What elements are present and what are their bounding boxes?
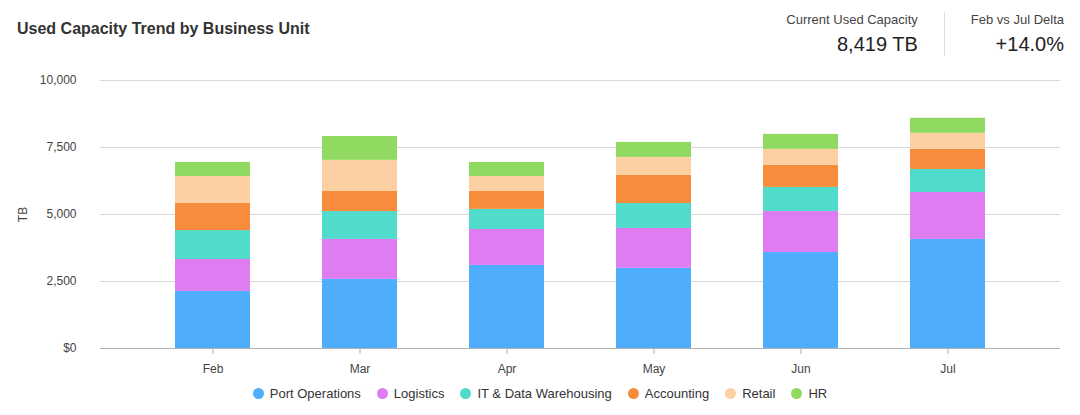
- svg-text:Feb: Feb: [203, 362, 224, 376]
- html-text:Accounting: Accounting: [644, 386, 710, 401]
- svg-text:Jun: Jun: [791, 362, 810, 376]
- svg-text:May: May: [643, 362, 666, 376]
- svg-text:2,500: 2,500: [46, 274, 76, 288]
- svg-text:5,000: 5,000: [46, 207, 76, 221]
- svg-text:Jul: Jul: [940, 362, 955, 376]
- svg-text:TB: TB: [16, 207, 30, 222]
- svg-text:$0: $0: [63, 341, 77, 355]
- html-text:HR: HR: [808, 386, 828, 401]
- html-text:Current Used Capacity: Current Used Capacity: [786, 12, 918, 27]
- html-text:IT & Data Warehousing: IT & Data Warehousing: [477, 386, 612, 401]
- html-text:Logistics: Logistics: [393, 386, 445, 401]
- html-text:Retail: Retail: [742, 386, 776, 401]
- svg-text:Apr: Apr: [498, 362, 517, 376]
- html-text:8,419 TB: 8,419 TB: [837, 33, 918, 55]
- html-text:Used Capacity Trend by Busines: Used Capacity Trend by Business Unit: [17, 20, 310, 37]
- svg-text:Mar: Mar: [350, 362, 371, 376]
- html-text:+14.0%: +14.0%: [995, 33, 1064, 55]
- html-text:Port Operations: Port Operations: [269, 386, 361, 401]
- html-text:Feb vs Jul Delta: Feb vs Jul Delta: [970, 12, 1064, 27]
- svg-text:7,500: 7,500: [46, 140, 76, 154]
- svg-text:10,000: 10,000: [40, 73, 77, 87]
